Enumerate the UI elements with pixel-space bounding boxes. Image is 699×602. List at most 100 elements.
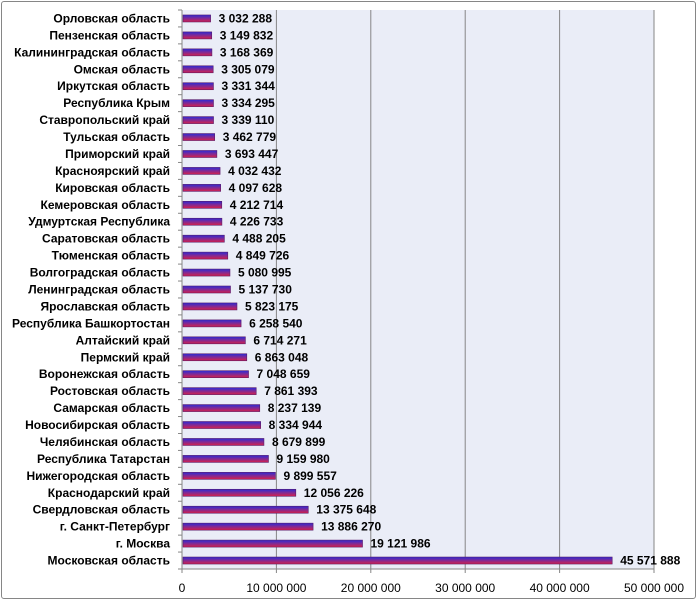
category-label: Волгоградская область <box>30 266 170 280</box>
bar <box>182 505 309 514</box>
category-label: Свердловская область <box>33 503 170 517</box>
data-label: 3 168 369 <box>220 45 274 59</box>
x-tick-label: 30 000 000 <box>435 581 495 595</box>
category-label: Республика Крым <box>63 96 170 110</box>
category-label: Краснодарский край <box>48 486 170 500</box>
data-label: 9 899 557 <box>283 469 337 483</box>
data-label: 3 693 447 <box>225 147 279 161</box>
bar <box>182 234 225 243</box>
bar <box>182 251 229 260</box>
category-label: Ярославская область <box>40 299 170 313</box>
category-label: Алтайский край <box>76 333 170 347</box>
category-label: Красноярский край <box>55 164 170 178</box>
bar <box>182 421 261 429</box>
data-label: 3 149 832 <box>220 28 274 42</box>
data-label: 5 823 175 <box>245 299 299 313</box>
category-label: Пермский край <box>81 350 170 364</box>
category-label: г. Москва <box>116 537 171 551</box>
data-label: 6 258 540 <box>249 316 303 330</box>
category-label: Приморский край <box>65 147 170 161</box>
data-label: 9 159 980 <box>276 452 330 466</box>
bar <box>182 336 246 345</box>
category-label: Калининградская область <box>14 45 170 59</box>
data-label: 6 863 048 <box>255 350 309 364</box>
category-label: Ленинградская область <box>28 283 170 297</box>
category-label: Омская область <box>74 62 170 76</box>
category-label: Орловская область <box>53 11 170 25</box>
bar <box>182 167 221 175</box>
bar <box>182 438 265 446</box>
category-label: Воронежская область <box>39 367 170 381</box>
data-label: 5 080 995 <box>238 266 292 280</box>
data-label: 5 137 730 <box>239 283 293 297</box>
x-tick-label: 40 000 000 <box>530 581 590 595</box>
bar <box>182 319 242 328</box>
x-tick-label: 20 000 000 <box>341 581 401 595</box>
data-label: 4 849 726 <box>236 249 290 263</box>
bar <box>182 353 248 362</box>
bar <box>182 65 214 74</box>
data-label: 45 571 888 <box>620 554 680 568</box>
category-label: Пензенская область <box>49 28 170 42</box>
category-label: Тульская область <box>63 130 170 144</box>
data-label: 8 679 899 <box>272 435 326 449</box>
data-label: 3 032 288 <box>219 11 273 25</box>
category-label: Кировская область <box>55 181 170 195</box>
bar <box>182 150 218 158</box>
data-label: 7 861 393 <box>264 384 318 398</box>
bar <box>182 285 231 294</box>
data-label: 8 237 139 <box>268 401 322 415</box>
data-label: 13 886 270 <box>321 520 381 534</box>
bar <box>182 133 215 141</box>
bar <box>182 472 276 480</box>
bar <box>182 48 213 57</box>
bar <box>182 31 213 40</box>
data-label: 4 226 733 <box>230 215 284 229</box>
data-label: 3 334 295 <box>221 96 275 110</box>
bar <box>182 302 238 311</box>
bar <box>182 82 214 91</box>
category-label: Нижегородская область <box>26 469 170 483</box>
bar <box>182 488 297 497</box>
category-label: Ростовская область <box>50 384 170 398</box>
category-label: Республика Татарстан <box>37 452 170 466</box>
data-label: 3 339 110 <box>222 113 275 127</box>
data-label: 19 121 986 <box>371 537 431 551</box>
category-label: Ставропольский край <box>39 113 170 127</box>
data-label: 3 462 779 <box>223 130 277 144</box>
category-label: Челябинская область <box>40 435 170 449</box>
data-label: 4 032 432 <box>228 164 282 178</box>
category-label: Тюменская область <box>52 249 170 263</box>
category-label: Саратовская область <box>42 232 170 246</box>
data-label: 4 488 205 <box>232 232 286 246</box>
category-label: Московская область <box>48 554 170 568</box>
bar <box>182 116 214 124</box>
data-label: 13 375 648 <box>316 503 376 517</box>
data-label: 6 714 271 <box>253 333 307 347</box>
x-tick-label: 50 000 000 <box>624 581 684 595</box>
category-label: Самарская область <box>53 401 170 415</box>
data-label: 7 048 659 <box>257 367 311 381</box>
bar <box>182 539 363 548</box>
bar <box>182 387 257 395</box>
data-label: 3 331 344 <box>221 79 275 93</box>
bar <box>182 404 261 412</box>
category-label: Новосибирская область <box>25 418 170 432</box>
data-label: 12 056 226 <box>304 486 364 500</box>
category-label: Иркутская область <box>57 79 170 93</box>
data-label: 8 334 944 <box>269 418 323 432</box>
bar <box>182 268 231 277</box>
category-label: Удмуртская Республика <box>28 215 170 229</box>
data-label: 4 212 714 <box>230 198 284 212</box>
bar <box>182 370 249 378</box>
x-tick-label: 10 000 000 <box>246 581 306 595</box>
category-label: Республика Башкортостан <box>12 316 170 330</box>
bar <box>182 201 223 209</box>
bar <box>182 217 223 226</box>
x-tick-label: 0 <box>179 581 186 595</box>
category-label: г. Санкт-Петербург <box>60 520 170 534</box>
category-label: Кемеровская область <box>41 198 171 212</box>
bar <box>182 522 314 531</box>
bar <box>182 99 214 107</box>
